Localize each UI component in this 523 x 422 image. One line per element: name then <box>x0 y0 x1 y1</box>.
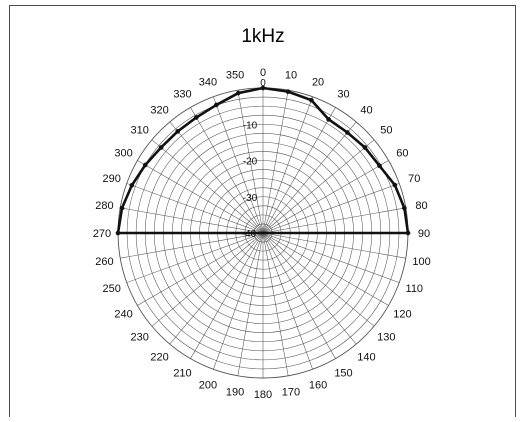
grid-spoke <box>169 121 264 234</box>
response-point <box>193 115 199 120</box>
grid-spoke <box>262 139 375 234</box>
angle-label: 210 <box>173 367 191 379</box>
grid-spoke <box>262 232 400 283</box>
angle-label: 170 <box>282 387 300 399</box>
grid-spoke <box>262 207 406 234</box>
angle-label: 220 <box>150 351 168 363</box>
chart-frame <box>9 5 516 417</box>
grid-spoke <box>262 232 406 259</box>
response-point <box>175 129 181 134</box>
grid-spoke <box>262 121 357 234</box>
angle-label: 230 <box>130 331 148 343</box>
grid-spoke <box>262 160 389 234</box>
grid-spoke <box>237 90 264 234</box>
response-point <box>142 162 148 168</box>
angle-label: 340 <box>199 77 217 89</box>
response-point <box>119 205 125 211</box>
grid-spoke <box>137 160 264 234</box>
grid-spoke <box>190 107 264 234</box>
grid-spoke <box>262 183 400 234</box>
grid-spoke <box>169 232 264 345</box>
radius-label: 0 <box>260 78 266 89</box>
chart-title: 1kHz <box>241 26 284 47</box>
response-point <box>129 182 135 188</box>
grid-spoke <box>190 232 264 359</box>
angle-label: 30 <box>337 89 349 101</box>
grid-spoke <box>120 232 264 259</box>
angle-label: 90 <box>418 228 430 240</box>
angle-label: 50 <box>380 125 392 137</box>
response-point <box>309 97 314 103</box>
grid-spoke <box>262 232 313 370</box>
response-point <box>377 163 382 169</box>
angle-label: 330 <box>173 89 191 101</box>
angle-label: 80 <box>415 200 427 212</box>
angle-label: 0 <box>260 67 266 79</box>
angle-label: 10 <box>285 69 297 81</box>
angle-label: 40 <box>360 105 372 117</box>
angle-label: 310 <box>130 125 148 137</box>
angle-label: 60 <box>396 148 408 160</box>
angle-label: 120 <box>393 309 411 321</box>
grid-spoke <box>262 96 313 234</box>
grid-spoke <box>126 183 264 234</box>
radius-label: -20 <box>243 157 258 168</box>
grid-spoke <box>262 107 336 234</box>
response-point <box>362 145 368 150</box>
grid-spoke <box>151 139 264 234</box>
angle-label: 70 <box>408 173 420 185</box>
angle-label: 160 <box>309 379 327 391</box>
response-point <box>235 90 241 96</box>
angle-label: 140 <box>357 351 375 363</box>
response-point <box>402 205 407 211</box>
response-point <box>345 130 350 135</box>
grid-spoke <box>237 232 264 376</box>
grid-spoke <box>262 232 357 345</box>
grid-spoke <box>262 90 289 234</box>
angle-label: 300 <box>114 148 132 160</box>
angle-label: 200 <box>199 379 217 391</box>
radius-label: -40 <box>242 229 257 240</box>
angle-label: 100 <box>412 256 430 268</box>
angle-label: 280 <box>95 200 113 212</box>
angle-label: 260 <box>95 256 113 268</box>
grid-spoke <box>126 232 264 283</box>
response-point <box>392 182 398 188</box>
angle-label: 250 <box>103 283 121 295</box>
angle-label: 190 <box>226 387 244 399</box>
angle-label: 270 <box>93 228 111 240</box>
radius-label: -10 <box>243 120 258 131</box>
grid-spoke <box>213 96 264 234</box>
trace-layer <box>115 85 411 236</box>
angle-label: 110 <box>406 283 424 295</box>
angle-label: 290 <box>103 173 121 185</box>
angle-label: 20 <box>312 77 324 89</box>
response-point <box>326 117 331 122</box>
radius-label: -30 <box>243 193 258 204</box>
angle-label: 350 <box>226 69 244 81</box>
angle-label: 180 <box>254 389 272 401</box>
angle-label: 150 <box>334 367 352 379</box>
angle-label: 130 <box>377 331 395 343</box>
grid-spoke <box>262 232 336 359</box>
angle-label: 320 <box>150 105 168 117</box>
response-point <box>260 85 266 91</box>
grid-spoke <box>262 232 389 306</box>
grid-spoke <box>137 232 264 306</box>
response-point <box>285 89 291 94</box>
grid-spoke <box>262 232 375 327</box>
grid-spoke <box>151 232 264 327</box>
response-point <box>214 102 219 108</box>
angle-label: 240 <box>114 309 132 321</box>
grid-spoke <box>213 232 264 370</box>
grid-spoke <box>120 207 264 234</box>
response-point <box>158 145 164 150</box>
grid-spoke <box>262 232 289 376</box>
